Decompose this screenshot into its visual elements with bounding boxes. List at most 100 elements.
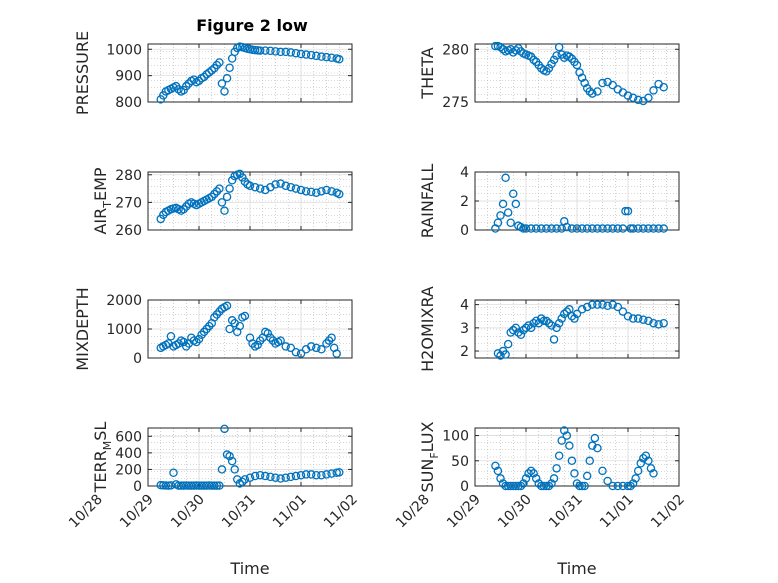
data-point <box>644 456 653 466</box>
data-point <box>613 302 623 312</box>
data-point <box>572 309 582 319</box>
data-point <box>575 68 584 77</box>
data-point <box>312 470 321 480</box>
data-point <box>580 78 589 88</box>
data-point <box>628 314 638 323</box>
data-point <box>560 426 569 435</box>
data-point <box>498 199 508 209</box>
data-point <box>240 475 250 484</box>
data-point <box>220 206 229 215</box>
data-point <box>179 337 188 347</box>
data-point <box>181 202 191 211</box>
data-point <box>276 47 285 57</box>
data-point <box>537 314 546 323</box>
data-point <box>225 451 234 461</box>
data-point <box>572 60 582 70</box>
data-point <box>549 55 559 65</box>
data-point <box>491 41 500 51</box>
data-point <box>291 184 301 193</box>
data-point <box>526 224 536 233</box>
data-point <box>215 184 224 193</box>
data-point <box>225 184 234 193</box>
data-point <box>261 46 270 55</box>
data-point <box>317 52 326 61</box>
data-point <box>531 474 541 483</box>
data-point <box>608 80 617 90</box>
data-point <box>565 441 574 450</box>
data-point <box>608 300 617 309</box>
data-point <box>659 318 668 328</box>
data-point <box>516 330 526 340</box>
data-point <box>312 51 321 61</box>
data-point <box>276 179 285 188</box>
y-tick-label: 275 <box>442 95 469 111</box>
data-point <box>286 48 296 57</box>
data-point <box>521 323 531 333</box>
y-axis-label: THETA <box>418 47 437 99</box>
data-point <box>493 466 503 476</box>
data-point <box>159 210 168 220</box>
y-axis-label: RAINFALL <box>418 164 437 239</box>
data-point <box>207 66 216 75</box>
data-point <box>654 320 663 329</box>
data-point <box>503 208 513 217</box>
y-tick-label: 4 <box>460 165 469 181</box>
data-point <box>644 316 653 326</box>
data-point <box>598 224 607 233</box>
data-point <box>577 224 587 233</box>
data-point <box>526 323 536 333</box>
data-point <box>317 187 326 196</box>
data-point <box>636 459 646 468</box>
data-point <box>524 321 533 330</box>
y-tick-label: 1000 <box>106 42 142 58</box>
y-tick-label: 0 <box>460 479 469 495</box>
data-point <box>161 481 171 490</box>
data-point <box>286 343 296 353</box>
data-point <box>516 481 526 491</box>
y-tick-label: 2000 <box>106 293 142 309</box>
data-point <box>633 314 643 323</box>
data-point <box>301 187 311 196</box>
data-point <box>557 314 566 323</box>
data-point <box>552 464 561 473</box>
data-point <box>199 72 209 82</box>
data-point <box>570 469 579 478</box>
panel-rainfall: 0 2 4 RAINFALL <box>418 164 680 239</box>
data-point <box>261 471 270 481</box>
data-point <box>220 424 229 434</box>
data-point <box>222 301 232 311</box>
data-point <box>526 466 536 476</box>
y-axis-label: AIRTEMP <box>91 167 114 234</box>
y-tick-label: 270 <box>115 195 142 211</box>
data-point <box>334 55 344 64</box>
data-point <box>649 469 658 478</box>
data-point <box>181 81 191 91</box>
y-axis-label: TERRMSL <box>91 422 114 494</box>
data-point <box>227 456 237 466</box>
data-point <box>644 93 653 103</box>
data-point <box>623 91 633 100</box>
data-point <box>296 49 306 59</box>
data-point <box>593 87 602 96</box>
data-point <box>317 470 326 480</box>
data-point <box>577 305 587 314</box>
data-point <box>534 479 544 488</box>
data-point <box>296 349 306 358</box>
data-point <box>212 60 222 70</box>
data-point <box>266 472 275 482</box>
y-tick-label: 100 <box>442 429 469 445</box>
data-point <box>334 468 344 477</box>
panel-theta: 275 280 THETA <box>418 41 680 111</box>
data-point <box>501 350 510 359</box>
data-point <box>312 188 321 197</box>
data-point <box>301 50 311 59</box>
data-point <box>649 318 658 328</box>
data-point <box>521 474 531 483</box>
data-point <box>603 476 612 486</box>
y-tick-label: 200 <box>115 462 142 478</box>
data-point <box>511 323 521 333</box>
y-tick-label: 260 <box>115 223 142 239</box>
data-point <box>286 182 296 192</box>
